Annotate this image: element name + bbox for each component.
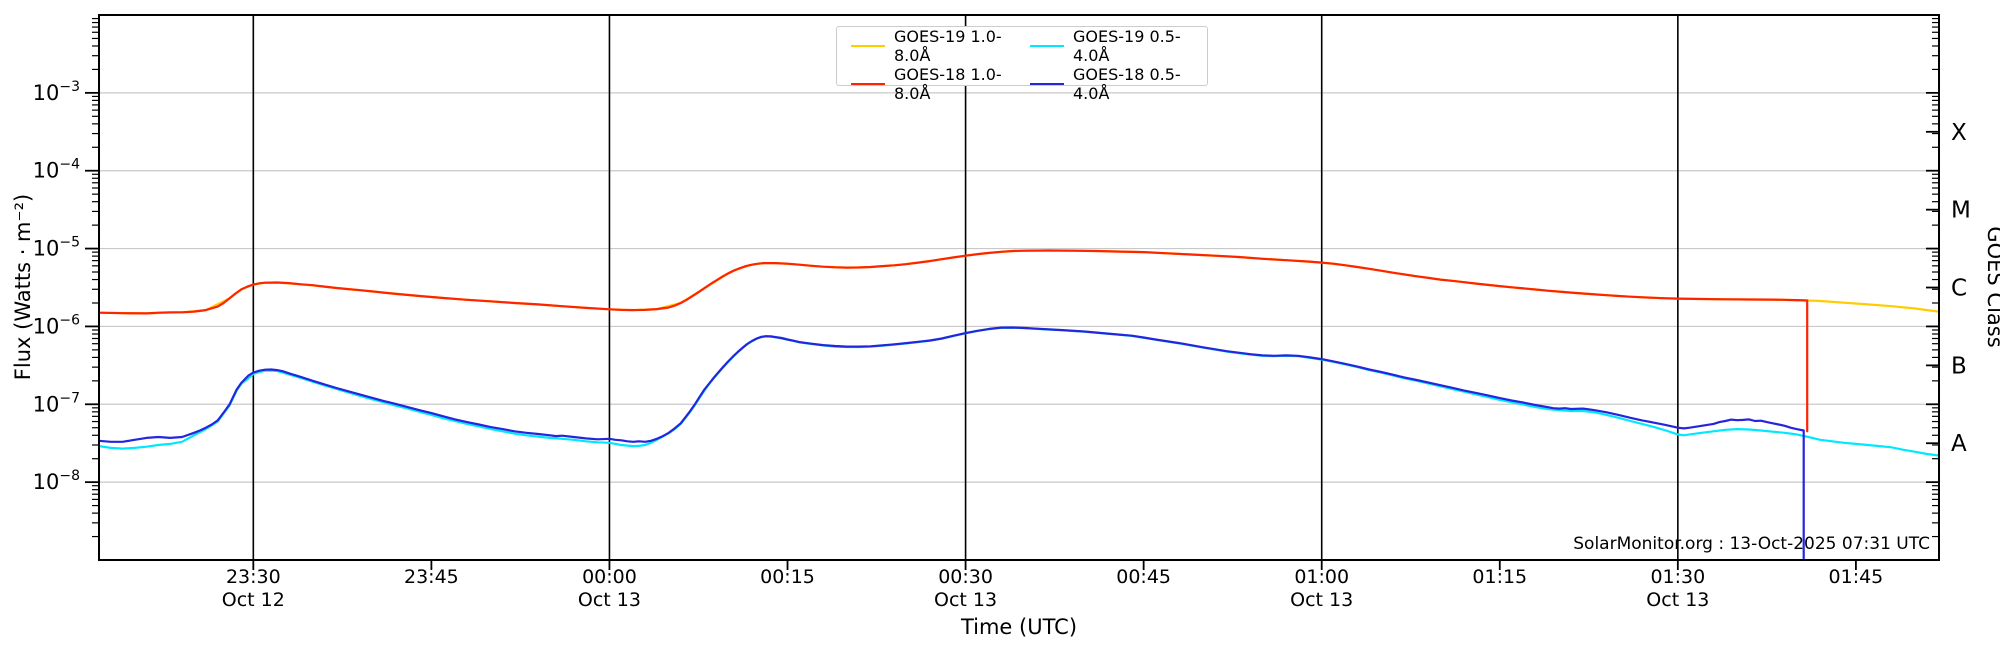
xtick-label-23:30: 23:30	[226, 566, 281, 588]
y-axis-title: Flux (Watts · m⁻²)	[11, 194, 35, 380]
solarmonitor-watermark: SolarMonitor.org : 13-Oct-2025 07:31 UTC	[1573, 534, 1930, 554]
legend-swatch-icon	[851, 45, 885, 47]
right-axis-title: GOES Class	[1983, 226, 2000, 347]
ytick-label-1e-7: 10−7	[33, 390, 80, 416]
axis-ticks	[85, 17, 1939, 570]
xtick-label-01:30: 01:30	[1650, 566, 1705, 588]
xdate-label-23:30: Oct 12	[222, 589, 285, 611]
ytick-label-1e-8: 10−8	[33, 468, 80, 494]
xdate-label-01:30: Oct 13	[1646, 589, 1709, 611]
xdate-label-00:30: Oct 13	[934, 589, 997, 611]
xdate-label-00:00: Oct 13	[578, 589, 641, 611]
legend-label: GOES-19 0.5-4.0Å	[1073, 27, 1181, 65]
flux-curves	[97, 249, 1941, 560]
curve-goes-19-1-0-8-0-	[97, 249, 1941, 315]
goes-class-M: M	[1951, 198, 1971, 224]
xtick-label-00:30: 00:30	[938, 566, 993, 588]
xtick-label-01:00: 01:00	[1294, 566, 1349, 588]
legend: GOES-19 1.0-8.0Å GOES-18 1.0-8.0Å GOES-19 …	[836, 26, 1208, 103]
curve-goes-18-1-0-8-0-	[97, 249, 1809, 433]
ytick-label-1e-6: 10−6	[33, 312, 80, 338]
legend-swatch-icon	[1030, 83, 1064, 85]
xtick-label-00:00: 00:00	[582, 566, 637, 588]
x-axis-title: Time (UTC)	[960, 615, 1077, 639]
goes-class-C: C	[1951, 276, 1967, 302]
legend-swatch-icon	[1030, 45, 1064, 47]
legend-swatch-icon	[851, 83, 885, 85]
xtick-label-01:45: 01:45	[1829, 566, 1884, 588]
ytick-label-1e-5: 10−5	[33, 235, 80, 261]
ytick-label-1e-4: 10−4	[33, 157, 80, 183]
day-boundary-lines	[252, 15, 1679, 560]
legend-item-goes-19-0-5-4-0-: GOES-19 0.5-4.0Å	[1022, 27, 1201, 65]
goes-class-X: X	[1951, 120, 1967, 146]
curve-goes-18-0-5-4-0-	[97, 326, 1805, 560]
decade-gridlines	[99, 92, 1939, 483]
xdate-label-01:00: Oct 13	[1290, 589, 1353, 611]
legend-label: GOES-18 1.0-8.0Å	[894, 65, 1002, 103]
xtick-label-00:45: 00:45	[1116, 566, 1171, 588]
legend-item-goes-19-1-0-8-0-: GOES-19 1.0-8.0Å	[843, 27, 1022, 65]
xtick-label-00:15: 00:15	[760, 566, 815, 588]
legend-item-goes-18-1-0-8-0-: GOES-18 1.0-8.0Å	[843, 65, 1022, 103]
ytick-label-1e-3: 10−3	[33, 79, 80, 105]
xtick-label-23:45: 23:45	[404, 566, 459, 588]
curve-goes-19-0-5-4-0-	[97, 326, 1941, 457]
legend-item-goes-18-0-5-4-0-: GOES-18 0.5-4.0Å	[1022, 65, 1201, 103]
legend-label: GOES-19 1.0-8.0Å	[894, 27, 1002, 65]
legend-label: GOES-18 0.5-4.0Å	[1073, 65, 1181, 103]
xtick-label-01:15: 01:15	[1472, 566, 1527, 588]
goes-class-B: B	[1951, 353, 1967, 379]
goes-class-A: A	[1951, 431, 1967, 457]
